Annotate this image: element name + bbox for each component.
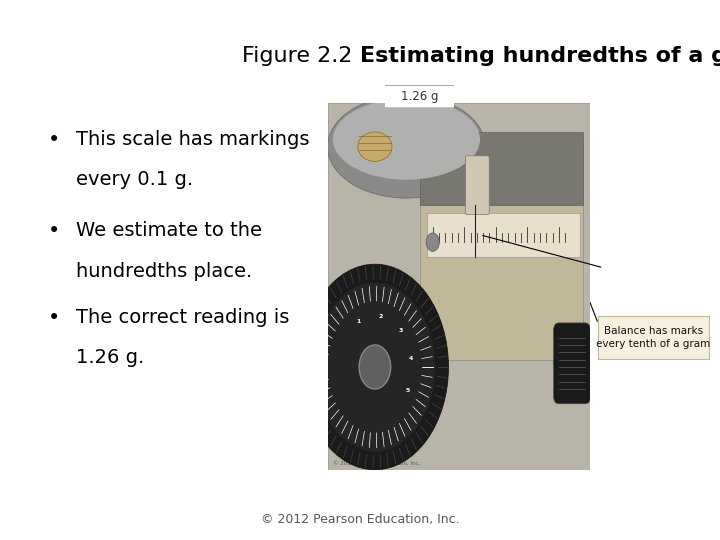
Text: 5: 5 <box>405 388 410 393</box>
FancyBboxPatch shape <box>428 213 580 257</box>
FancyBboxPatch shape <box>554 323 590 404</box>
Circle shape <box>359 345 391 389</box>
Ellipse shape <box>333 99 480 180</box>
Text: •: • <box>48 221 60 241</box>
Text: © 2012 Pearson Education, Inc.: © 2012 Pearson Education, Inc. <box>333 461 420 466</box>
FancyBboxPatch shape <box>466 156 489 214</box>
FancyBboxPatch shape <box>328 103 590 470</box>
Text: 1.26 g.: 1.26 g. <box>76 348 144 367</box>
Text: 2: 2 <box>379 314 383 319</box>
Circle shape <box>426 233 439 251</box>
Text: 1.26 g: 1.26 g <box>400 90 438 103</box>
Ellipse shape <box>358 132 392 161</box>
Text: This scale has markings: This scale has markings <box>76 130 309 148</box>
FancyBboxPatch shape <box>420 139 582 360</box>
FancyBboxPatch shape <box>420 132 582 205</box>
Text: 4: 4 <box>409 356 413 361</box>
Text: Figure 2.2: Figure 2.2 <box>243 46 360 66</box>
Text: 1: 1 <box>356 319 361 323</box>
Text: 3: 3 <box>399 328 403 333</box>
Ellipse shape <box>328 95 485 198</box>
FancyBboxPatch shape <box>383 85 456 108</box>
Text: Balance has marks
every tenth of a gram: Balance has marks every tenth of a gram <box>596 326 711 349</box>
Text: © 2012 Pearson Education, Inc.: © 2012 Pearson Education, Inc. <box>261 514 459 526</box>
Text: every 0.1 g.: every 0.1 g. <box>76 170 193 189</box>
Text: 1.26 g: 1.26 g <box>400 90 438 103</box>
Text: The correct reading is: The correct reading is <box>76 308 289 327</box>
Circle shape <box>315 282 436 451</box>
Circle shape <box>302 264 449 470</box>
Text: We estimate to the: We estimate to the <box>76 221 261 240</box>
Text: •: • <box>48 308 60 328</box>
Text: •: • <box>48 130 60 150</box>
Text: Estimating hundredths of a gram: Estimating hundredths of a gram <box>360 46 720 66</box>
Text: hundredths place.: hundredths place. <box>76 262 252 281</box>
